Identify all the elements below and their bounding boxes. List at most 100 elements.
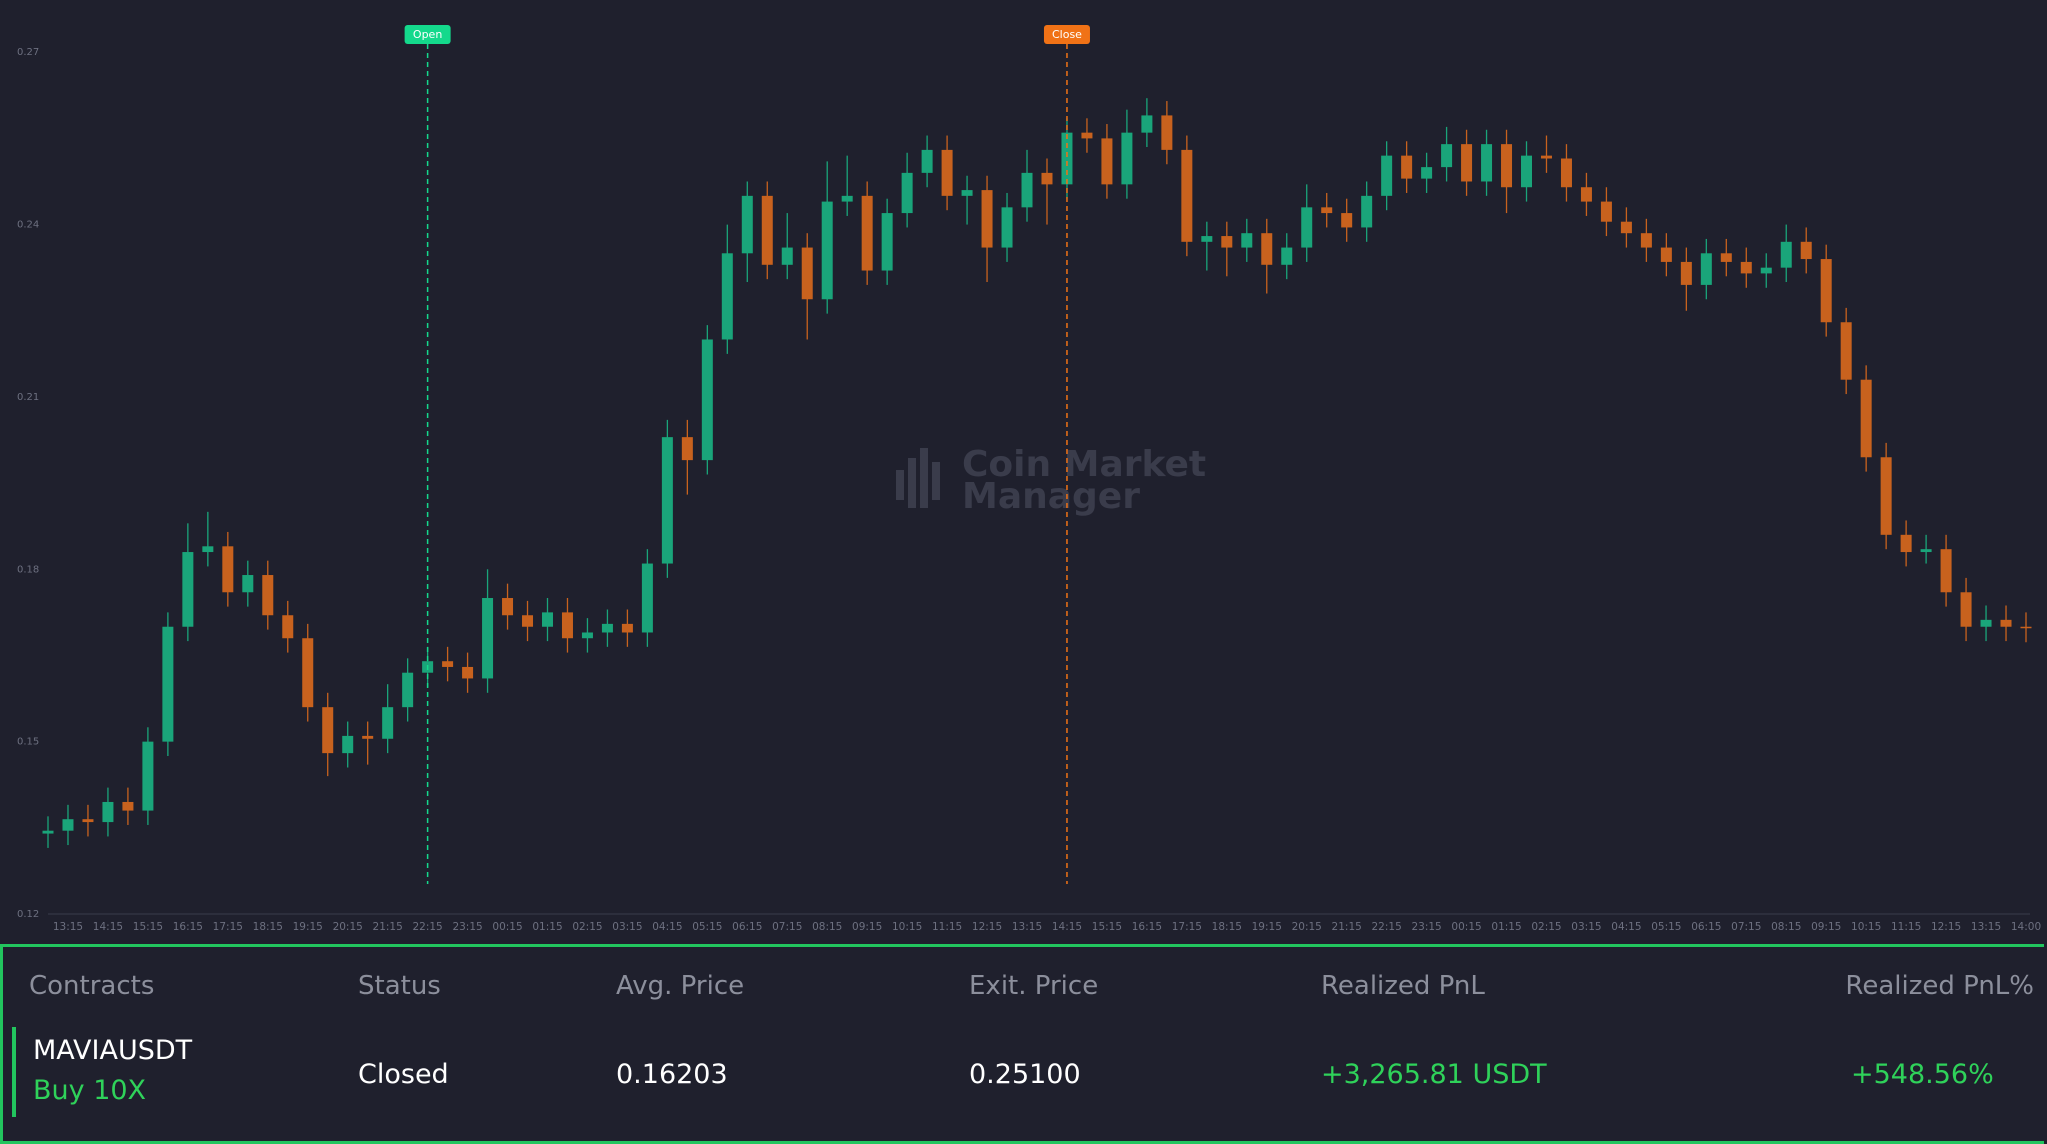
candle-body: [761, 195, 773, 265]
header: Exit. Price: [969, 971, 1099, 1001]
candle-body: [62, 819, 74, 831]
x-tick-label: 21:15: [373, 921, 403, 933]
candle-body: [1001, 207, 1013, 248]
side: Buy 10X: [33, 1075, 147, 1106]
candle-body: [1960, 592, 1972, 627]
watermark-logo: [896, 448, 940, 508]
candle-body: [1041, 172, 1053, 185]
pnl: +3,265.81 USDT: [1321, 1059, 1547, 1090]
x-tick-label: 17:15: [213, 921, 243, 933]
candle-body: [1800, 241, 1812, 260]
candle-body: [581, 632, 593, 639]
candle-body: [1820, 259, 1832, 323]
contract: MAVIAUSDT: [33, 1035, 193, 1066]
candle-body: [1121, 132, 1133, 185]
candle-body: [1540, 155, 1552, 159]
candle-body: [721, 253, 733, 340]
candle-body: [1521, 155, 1533, 188]
x-tick-label: 06:15: [732, 921, 762, 933]
candle-body: [1501, 144, 1513, 188]
candle-body: [482, 598, 494, 679]
x-tick-label: 22:15: [1372, 921, 1402, 933]
candle-body: [1980, 619, 1992, 627]
candle-body: [661, 437, 673, 564]
candle-body: [502, 598, 514, 616]
candle-body: [1421, 167, 1433, 179]
candle-body: [981, 190, 993, 248]
avg-price: 0.16203: [616, 1059, 728, 1090]
candle-body: [522, 615, 534, 627]
y-tick-label: 0.18: [17, 564, 39, 575]
candle-body: [1620, 221, 1632, 234]
candle-body: [1101, 138, 1113, 185]
candle-body: [322, 707, 334, 754]
x-tick-label: 22:15: [412, 921, 442, 933]
x-tick-label: 11:15: [1891, 921, 1921, 933]
pnl-pct: +548.56%: [1851, 1059, 1994, 1090]
x-tick-label: 08:15: [1771, 921, 1801, 933]
x-tick-label: 01:15: [1491, 921, 1521, 933]
header: Status: [358, 971, 441, 1001]
x-tick-label: 13:15: [1971, 921, 2001, 933]
candle-body: [142, 741, 154, 811]
y-tick-label: 0.27: [17, 47, 39, 58]
candle-body: [2000, 619, 2012, 627]
candle-body: [1680, 261, 1692, 285]
y-tick-label: 0.12: [17, 909, 39, 920]
candle-body: [1181, 149, 1193, 242]
candle-body: [701, 339, 713, 461]
x-tick-label: 19:15: [293, 921, 323, 933]
candle-body: [362, 735, 374, 739]
candle-body: [641, 563, 653, 633]
x-tick-label: 13:15: [53, 921, 83, 933]
candle-body: [1081, 132, 1093, 139]
candle-body: [741, 195, 753, 254]
candle-body: [921, 149, 933, 173]
x-tick-label: 05:15: [692, 921, 722, 933]
x-tick-label: 05:15: [1651, 921, 1681, 933]
candle-body: [601, 623, 613, 633]
x-tick-label: 15:15: [133, 921, 163, 933]
trade-table: Contracts Status Avg. Price Exit. Price …: [0, 944, 2044, 1144]
candle-body: [1461, 144, 1473, 182]
header: Realized PnL%: [1845, 971, 2034, 1001]
candle-body: [1021, 172, 1033, 208]
candle-body: [462, 666, 474, 679]
candle-body: [242, 575, 254, 593]
candle-body: [1720, 253, 1732, 262]
candle-body: [1321, 207, 1333, 214]
candle-body: [681, 437, 693, 461]
header: Avg. Price: [616, 971, 745, 1001]
exit-price: 0.25100: [969, 1059, 1081, 1090]
candle-body: [1860, 379, 1872, 458]
x-tick-label: 04:15: [1611, 921, 1641, 933]
candle-body: [1780, 241, 1792, 268]
x-tick-label: 18:15: [1212, 921, 1242, 933]
candle-body: [901, 172, 913, 214]
candle-body: [1061, 132, 1073, 185]
candle-body: [1201, 236, 1213, 242]
candle-body: [122, 801, 134, 811]
candle-body: [182, 552, 194, 627]
candle-body: [402, 672, 414, 708]
x-tick-label: 04:15: [652, 921, 682, 933]
candle-body: [1640, 233, 1652, 248]
x-tick-label: 13:15: [1012, 921, 1042, 933]
x-tick-label: 03:15: [1571, 921, 1601, 933]
candle-body: [1660, 247, 1672, 262]
header: Contracts: [29, 971, 155, 1001]
candle-body: [222, 546, 234, 593]
x-tick-label: 23:15: [452, 921, 482, 933]
x-tick-label: 09:15: [852, 921, 882, 933]
candle-body: [621, 623, 633, 633]
candle-body: [102, 801, 114, 823]
candle-body: [1341, 213, 1353, 228]
candle-body: [382, 707, 394, 739]
candle-body: [561, 612, 573, 639]
candle-body: [442, 661, 454, 667]
x-tick-label: 01:15: [532, 921, 562, 933]
x-tick-label: 21:15: [1332, 921, 1362, 933]
x-tick-label: 14:00: [2011, 921, 2041, 933]
x-tick-label: 17:15: [1172, 921, 1202, 933]
